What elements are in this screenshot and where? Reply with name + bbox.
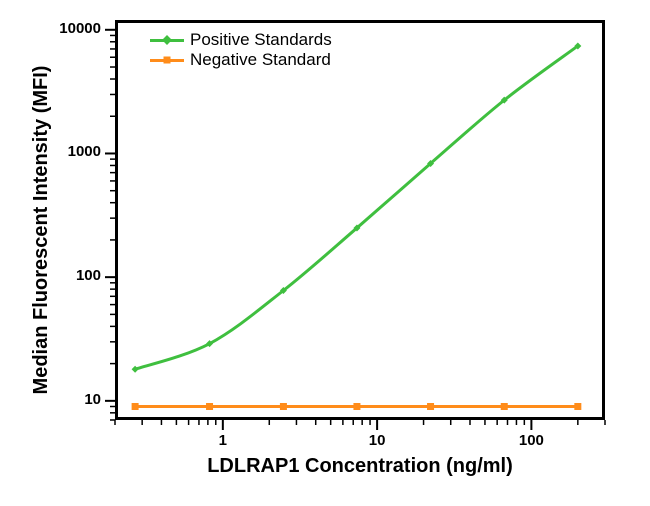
y-tick-label: 10 — [41, 391, 101, 408]
y-tick-label: 1000 — [41, 143, 101, 160]
chart-frame: { "chart": { "type": "line-log-log", "ba… — [0, 0, 650, 506]
legend-label: Positive Standards — [190, 30, 332, 50]
legend-label: Negative Standard — [190, 50, 331, 70]
series-marker — [280, 403, 287, 410]
series-marker — [353, 403, 360, 410]
y-tick-label: 10000 — [41, 20, 101, 37]
series-marker — [132, 403, 139, 410]
series-marker — [206, 403, 213, 410]
series-marker — [132, 366, 139, 373]
x-axis-label: LDLRAP1 Concentration (ng/ml) — [115, 455, 605, 478]
y-tick-label: 100 — [41, 267, 101, 284]
legend-entry: Positive Standards — [150, 30, 332, 50]
legend-marker — [164, 57, 171, 64]
x-tick-label: 1 — [193, 432, 253, 449]
y-axis-label: Median Fluorescent Intensity (MFI) — [30, 30, 53, 430]
series-line — [135, 46, 578, 369]
x-tick-label: 100 — [501, 432, 561, 449]
legend-entry: Negative Standard — [150, 50, 332, 70]
legend: Positive StandardsNegative Standard — [150, 30, 332, 70]
series-marker — [574, 403, 581, 410]
x-tick-label: 10 — [347, 432, 407, 449]
legend-swatch — [150, 59, 184, 62]
series-marker — [501, 403, 508, 410]
chart-svg — [0, 0, 650, 506]
legend-marker — [162, 35, 172, 45]
legend-swatch — [150, 39, 184, 42]
series-marker — [427, 403, 434, 410]
